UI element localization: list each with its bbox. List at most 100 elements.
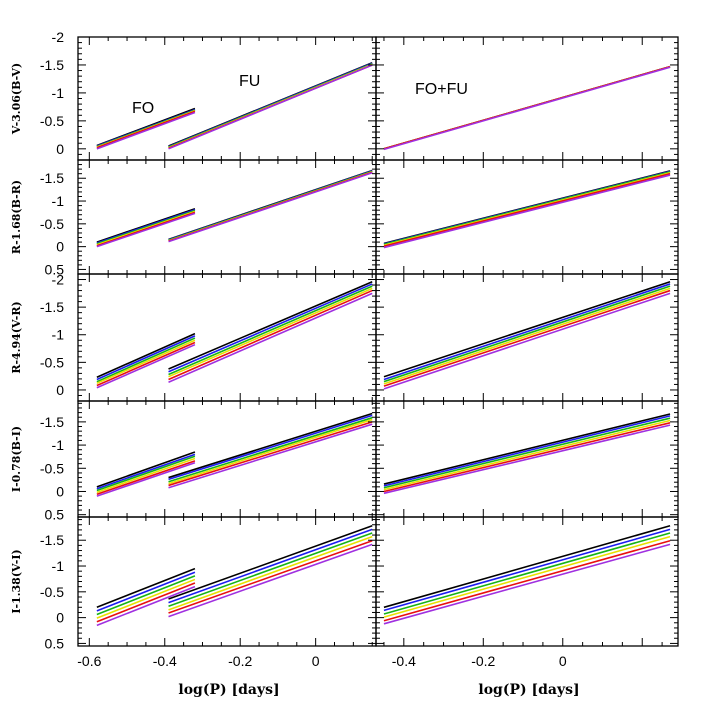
line-series-3-fo: [96, 337, 196, 383]
y-tick-label: -1: [52, 193, 65, 209]
x-axis-label-right: log(P) [days]: [478, 682, 579, 698]
panel-left-row-4: [77, 400, 377, 518]
y-tick-label: -0.5: [40, 113, 64, 129]
x-tick-label: 0: [312, 653, 320, 669]
panel-frame: [77, 36, 377, 161]
panel-row-4: 0.5 0 -0.5 -1 -1.5 I-0.78(B-I): [10, 400, 679, 523]
line-series-2-fo: [96, 453, 196, 490]
y-axis-label: V-3.06(B-V): [10, 63, 23, 135]
panel-right-row-3: [375, 273, 679, 402]
panel-right-row-5: -0.4 -0.2 0: [375, 516, 679, 669]
line-series-1-fu: [168, 280, 373, 370]
line-series-3-fo: [96, 455, 196, 492]
y-tick-label: -1.5: [40, 532, 64, 548]
y-tick-label: 0: [56, 483, 64, 499]
x-tick-label: -0.2: [471, 653, 495, 669]
y-tick-label: 0.5: [45, 635, 65, 651]
line-series-2-fofu: [383, 415, 671, 487]
line-series-5-fofu: [383, 539, 671, 622]
y-tick-label: -2: [52, 272, 65, 288]
y-tick-label: -1.5: [40, 299, 64, 315]
line-series-5-fofu: [383, 422, 671, 493]
y-tick-label: -1: [52, 437, 65, 453]
line-series-2-fo: [96, 208, 196, 244]
line-series-4-fu: [168, 287, 373, 378]
line-series-6-fo: [96, 343, 196, 389]
line-series-6-fo: [96, 212, 196, 248]
y-tick-label: 0.5: [45, 507, 65, 523]
y-tick-label: -1: [52, 327, 65, 343]
chart-panels: 0 -0.5 -1 -1.5 -2 V-3.06(B-V) 0.5 0 -0.5 -1 -1.5 R-…: [10, 29, 679, 669]
line-series-2-fofu: [383, 283, 671, 381]
panel-row-2: 0.5 0 -0.5 -1 -1.5 R-1.68(B-R): [10, 159, 679, 277]
y-axis-label: R-4.94(V-R): [10, 301, 23, 373]
line-series-2-fo: [96, 335, 196, 381]
line-series-3-fofu: [383, 532, 671, 615]
line-series-4-fofu: [383, 171, 671, 247]
line-series-5-fo: [96, 110, 196, 149]
annotation-fo: FO: [132, 100, 154, 117]
line-series-4-fofu: [383, 287, 671, 385]
line-series-3-fo: [96, 575, 196, 616]
line-series-5-fu: [168, 289, 373, 381]
line-series-4-fu: [168, 535, 373, 611]
line-series-5-fo: [96, 460, 196, 496]
y-tick-label: -1: [52, 85, 65, 101]
line-series-3-fo: [96, 209, 196, 245]
x-tick-label: -0.4: [153, 653, 177, 669]
panel-right-row-1: [375, 36, 679, 161]
panel-frame: [77, 159, 377, 275]
y-tick-label: -0.5: [40, 354, 64, 370]
line-series-5-fofu: [383, 289, 671, 387]
panel-left-row-3: [77, 273, 377, 402]
panel-right-row-4: [375, 400, 679, 518]
panel-frame: [375, 36, 679, 161]
panel-left-row-1: [77, 36, 377, 161]
y-tick-label: 0: [56, 610, 64, 626]
panel-frame: [375, 159, 679, 275]
line-series-6-fofu: [383, 174, 671, 249]
line-series-2-fofu: [383, 528, 671, 612]
panel-right-row-2: [375, 159, 679, 275]
line-series-3-fu: [168, 416, 373, 483]
line-series-4-fo: [96, 457, 196, 494]
y-tick-label: -0.5: [40, 216, 64, 232]
line-series-3-fofu: [383, 171, 671, 246]
line-series-1-fofu: [383, 413, 671, 485]
panel-row-5: -0.6 -0.4 -0.2 0 -0.4 -0.2 0 0.5 0 -0.5 -1 -1.5 I-1.…: [10, 516, 679, 669]
line-series-6-fofu: [383, 424, 671, 495]
line-series-6-fofu: [383, 66, 671, 151]
line-series-1-fo: [96, 567, 196, 609]
line-series-5-fu: [168, 421, 373, 487]
y-tick-label: -1.5: [40, 414, 64, 430]
y-tick-label: -1: [52, 558, 65, 574]
line-series-3-fofu: [383, 417, 671, 489]
line-series-1-fofu: [383, 525, 671, 609]
line-series-3-fu: [168, 285, 373, 376]
line-series-4-fo: [96, 339, 196, 385]
y-tick-label: -2: [52, 29, 65, 45]
x-tick-label: -0.4: [392, 653, 416, 669]
line-series-6-fu: [168, 543, 373, 618]
y-tick-label: -1.5: [40, 170, 64, 186]
line-series-4-fofu: [383, 419, 671, 491]
panel-left-row-5: -0.6 -0.4 -0.2 0: [77, 516, 377, 669]
y-axis-label: R-1.68(B-R): [10, 180, 23, 254]
line-series-1-fo: [96, 451, 196, 488]
panel-row-1: 0 -0.5 -1 -1.5 -2 V-3.06(B-V): [10, 29, 679, 161]
line-series-3-fu: [168, 532, 373, 608]
line-series-3-fofu: [383, 285, 671, 383]
annotation-fu: FU: [239, 73, 260, 90]
y-axis-label: I-1.38(V-I): [10, 549, 23, 613]
line-series-6-fofu: [383, 292, 671, 390]
line-series-4-fo: [96, 578, 196, 619]
line-series-2-fo: [96, 571, 196, 612]
line-series-1-fu: [168, 525, 373, 600]
annotation-fo-fu: FO+FU: [415, 81, 468, 98]
line-series-5-fofu: [383, 172, 671, 247]
line-series-5-fo: [96, 341, 196, 387]
x-tick-label: 0: [559, 653, 567, 669]
line-series-4-fo: [96, 210, 196, 246]
panel-row-3: 0 -0.5 -1 -1.5 -2 R-4.94(V-R): [10, 272, 679, 402]
